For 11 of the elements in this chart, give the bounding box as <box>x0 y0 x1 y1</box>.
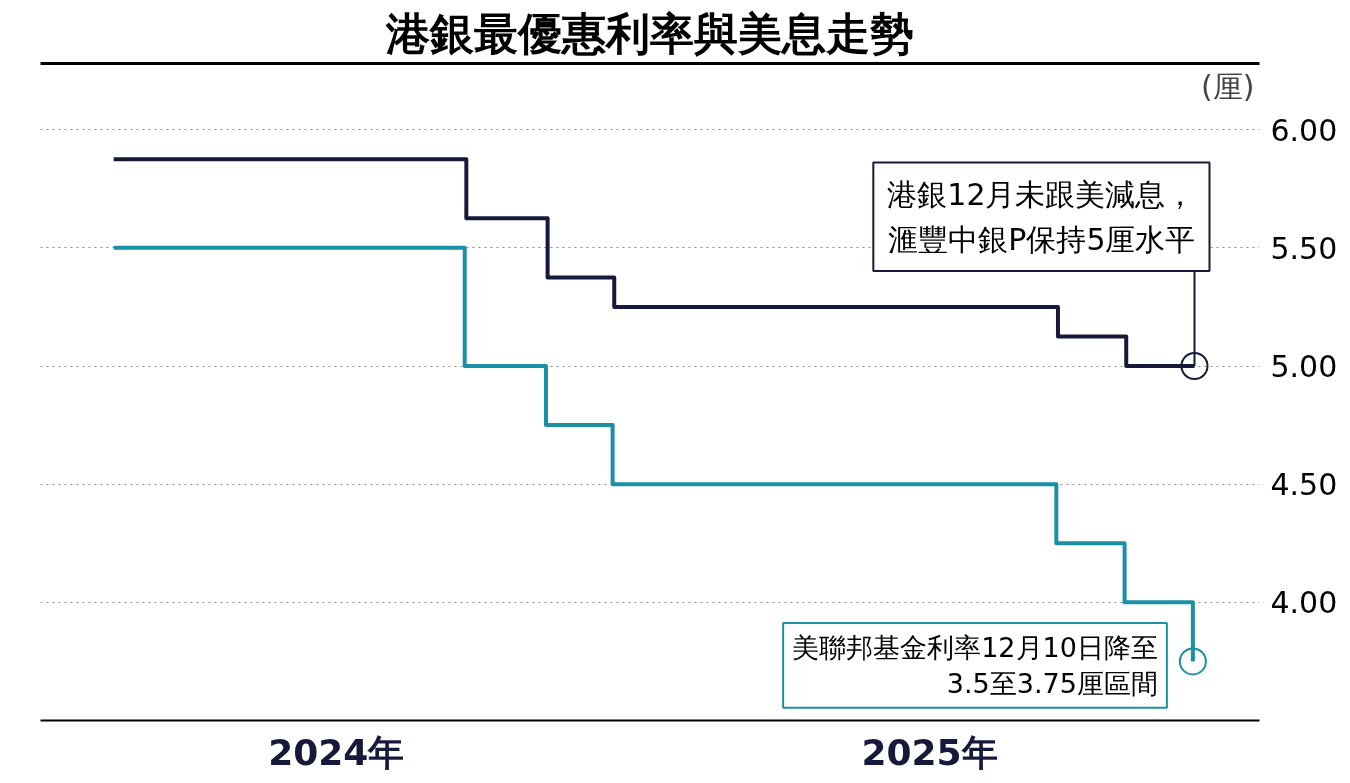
y-tick-label: 5.50 <box>1270 230 1338 266</box>
x-tick-label: 2025年 <box>861 731 998 773</box>
x-tick-label: 2024年 <box>268 731 405 773</box>
annotation: 美聯邦基金利率12月10日降至3.5至3.75厘區間 <box>792 632 1158 699</box>
y-tick-label: 5.00 <box>1270 349 1338 384</box>
y-tick-label: 4.00 <box>1270 585 1338 621</box>
annotation: 港銀12月未跟美減息，滙豐中銀P保持5厘水平 <box>887 176 1196 257</box>
y-tick-label: 6.00 <box>1270 112 1338 148</box>
chart-title: 港銀最優惠利率與美息走勢 <box>385 7 914 59</box>
y-tick-label: 4.50 <box>1270 467 1338 503</box>
y-axis-title: (厘) <box>1201 68 1255 104</box>
